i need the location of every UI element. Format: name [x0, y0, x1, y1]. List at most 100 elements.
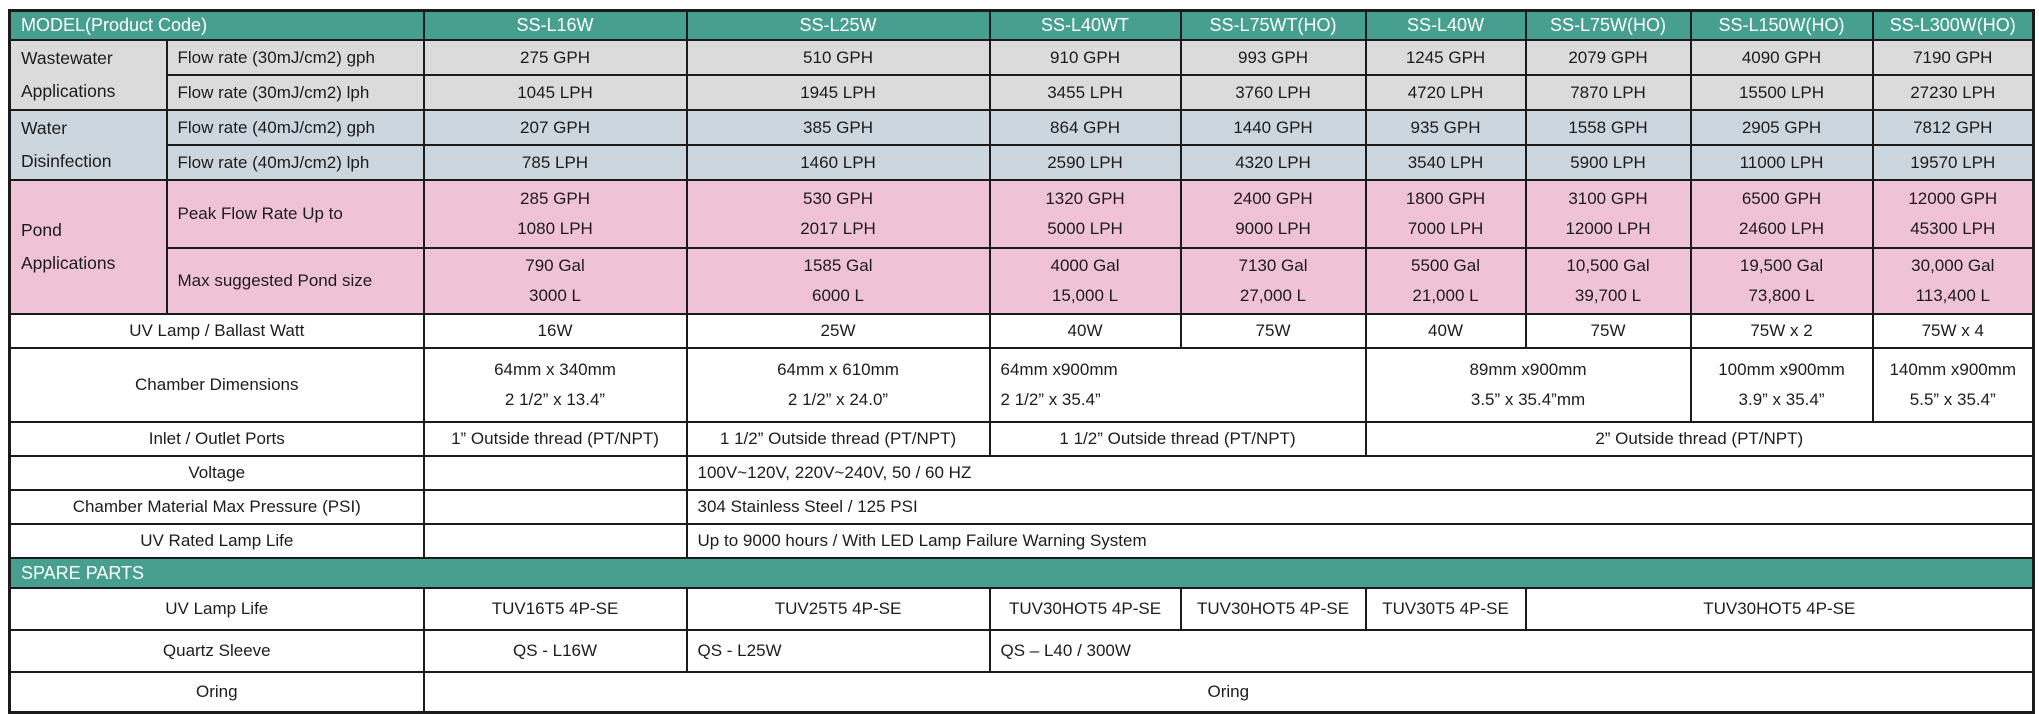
row-label: Peak Flow Rate Up to	[165, 179, 425, 249]
value-cell: 4320 LPH	[1179, 144, 1367, 181]
section-label-wastewater: Wastewater Applications	[8, 39, 168, 111]
value-cell: TUV25T5 4P-SE	[685, 587, 991, 631]
empty-cell	[422, 489, 688, 525]
value-cell: TUV30HOT5 4P-SE	[1524, 587, 2035, 631]
pond-size-row: Max suggested Pond size 790 Gal 3000 L 15…	[10, 247, 2035, 315]
value-cell: 4720 LPH	[1364, 74, 1527, 111]
oring-row: Oring Oring	[8, 671, 2035, 714]
value-cell: Up to 9000 hours / With LED Lamp Failure…	[685, 523, 2035, 559]
value-cell: 40W	[988, 313, 1182, 349]
lamp-watt-row: UV Lamp / Ballast Watt 16W 25W 40W 75W 4…	[8, 313, 2035, 349]
value-cell: 1558 GPH	[1524, 109, 1692, 146]
value-cell: QS – L40 / 300W	[988, 629, 2035, 673]
value-cell: 16W	[422, 313, 688, 349]
value-cell: 4000 Gal 15,000 L	[988, 247, 1182, 315]
value-cell: 1320 GPH 5000 LPH	[988, 179, 1182, 249]
ports-row: Inlet / Outlet Ports 1” Outside thread (…	[8, 421, 2035, 457]
value-cell: 1245 GPH	[1364, 39, 1527, 76]
value-cell: 19,500 Gal 73,800 L	[1689, 247, 1874, 315]
value-cell: 5500 Gal 21,000 L	[1364, 247, 1527, 315]
value-cell: 7812 GPH	[1871, 109, 2035, 146]
value-cell: 11000 LPH	[1689, 144, 1874, 181]
value-cell: 1585 Gal 6000 L	[685, 247, 991, 315]
value-cell: TUV30HOT5 4P-SE	[988, 587, 1182, 631]
value-cell: 2400 GPH 9000 LPH	[1179, 179, 1367, 249]
row-label: Flow rate (40mJ/cm2) gph	[165, 109, 425, 146]
row-label: Chamber Material Max Pressure (PSI)	[8, 489, 425, 525]
value-cell: 1440 GPH	[1179, 109, 1367, 146]
model-col-header: SS-L300W(HO)	[1871, 9, 2035, 41]
value-cell: 1045 LPH	[422, 74, 688, 111]
spec-sheet: MODEL(Product Code) SS-L16W SS-L25W SS-L…	[8, 9, 2036, 714]
row-label: Inlet / Outlet Ports	[8, 421, 425, 457]
value-cell: 1460 LPH	[685, 144, 991, 181]
value-cell: 285 GPH 1080 LPH	[422, 179, 688, 249]
value-cell: TUV30T5 4P-SE	[1364, 587, 1527, 631]
value-cell: 19570 LPH	[1871, 144, 2035, 181]
empty-cell	[422, 455, 688, 491]
value-cell: 2079 GPH	[1524, 39, 1692, 76]
row-label: UV Rated Lamp Life	[8, 523, 425, 559]
row-label: Chamber Dimensions	[8, 347, 425, 423]
model-col-header: SS-L75WT(HO)	[1179, 9, 1367, 41]
value-cell: 910 GPH	[988, 39, 1182, 76]
value-cell: 785 LPH	[422, 144, 688, 181]
value-cell: 100V~120V, 220V~240V, 50 / 60 HZ	[685, 455, 2035, 491]
model-col-header: SS-L40W	[1364, 9, 1527, 41]
value-cell: 89mm x900mm 3.5” x 35.4”mm	[1364, 347, 1692, 423]
value-cell: TUV16T5 4P-SE	[422, 587, 688, 631]
value-cell: 935 GPH	[1364, 109, 1527, 146]
row-label: UV Lamp Life	[8, 587, 425, 631]
value-cell: 25W	[685, 313, 991, 349]
section-label-line: Disinfection	[21, 151, 112, 171]
row-label: Flow rate (30mJ/cm2) gph	[165, 39, 425, 76]
value-cell: 1 1/2” Outside thread (PT/NPT)	[988, 421, 1367, 457]
section-label-line: Applications	[21, 81, 116, 101]
value-cell: 4090 GPH	[1689, 39, 1874, 76]
value-cell: 7190 GPH	[1871, 39, 2035, 76]
value-cell: 993 GPH	[1179, 39, 1367, 76]
value-cell: 207 GPH	[422, 109, 688, 146]
flow30-gph-row: Wastewater Applications Flow rate (30mJ/…	[8, 39, 2035, 111]
value-cell: 30,000 Gal 113,400 L	[1871, 247, 2035, 315]
section-label-line: Wastewater	[21, 48, 113, 68]
value-cell: 3540 LPH	[1364, 144, 1527, 181]
uv-lamp-life-row: UV Lamp Life TUV16T5 4P-SE TUV25T5 4P-SE…	[8, 587, 2035, 631]
model-col-header: SS-L16W	[422, 9, 688, 41]
spec-table: MODEL(Product Code) SS-L16W SS-L25W SS-L…	[8, 9, 2036, 714]
row-label: Flow rate (40mJ/cm2) lph	[165, 144, 425, 181]
value-cell: 5900 LPH	[1524, 144, 1692, 181]
spare-parts-header-row: SPARE PARTS	[8, 557, 2035, 589]
voltage-row: Voltage 100V~120V, 220V~240V, 50 / 60 HZ	[8, 455, 2035, 491]
row-label: UV Lamp / Ballast Watt	[8, 313, 425, 349]
value-cell: 100mm x900mm 3.9” x 35.4”	[1689, 347, 1874, 423]
chamber-dimensions-row: Chamber Dimensions 64mm x 340mm 2 1/2” x …	[8, 347, 2035, 423]
value-cell: 10,500 Gal 39,700 L	[1524, 247, 1692, 315]
value-cell: 12000 GPH 45300 LPH	[1871, 179, 2035, 249]
section-label-line: Applications	[21, 253, 116, 273]
row-label: Max suggested Pond size	[165, 247, 425, 315]
value-cell: 864 GPH	[988, 109, 1182, 146]
value-cell: 6500 GPH 24600 LPH	[1689, 179, 1874, 249]
value-cell: 1945 LPH	[685, 74, 991, 111]
value-cell: 15500 LPH	[1689, 74, 1874, 111]
rated-life-row: UV Rated Lamp Life Up to 9000 hours / Wi…	[8, 523, 2035, 559]
row-label: Voltage	[8, 455, 425, 491]
value-cell: 3100 GPH 12000 LPH	[1524, 179, 1692, 249]
value-cell: 3455 LPH	[988, 74, 1182, 111]
value-cell: 385 GPH	[685, 109, 991, 146]
value-cell: TUV30HOT5 4P-SE	[1179, 587, 1367, 631]
value-cell: Oring	[422, 671, 2035, 714]
value-cell: 140mm x900mm 5.5” x 35.4”	[1871, 347, 2035, 423]
value-cell: 64mm x 340mm 2 1/2” x 13.4”	[422, 347, 688, 423]
header-row: MODEL(Product Code) SS-L16W SS-L25W SS-L…	[8, 9, 2035, 41]
value-cell: 1800 GPH 7000 LPH	[1364, 179, 1527, 249]
row-label: Quartz Sleeve	[8, 629, 425, 673]
section-label-water-disinfection: Water Disinfection	[8, 109, 168, 181]
value-cell: 40W	[1364, 313, 1527, 349]
value-cell: 2” Outside thread (PT/NPT)	[1364, 421, 2035, 457]
spare-parts-title: SPARE PARTS	[8, 557, 2035, 589]
value-cell: 530 GPH 2017 LPH	[685, 179, 991, 249]
flow30-lph-row: Flow rate (30mJ/cm2) lph 1045 LPH 1945 L…	[10, 74, 2035, 111]
value-cell: 790 Gal 3000 L	[422, 247, 688, 315]
